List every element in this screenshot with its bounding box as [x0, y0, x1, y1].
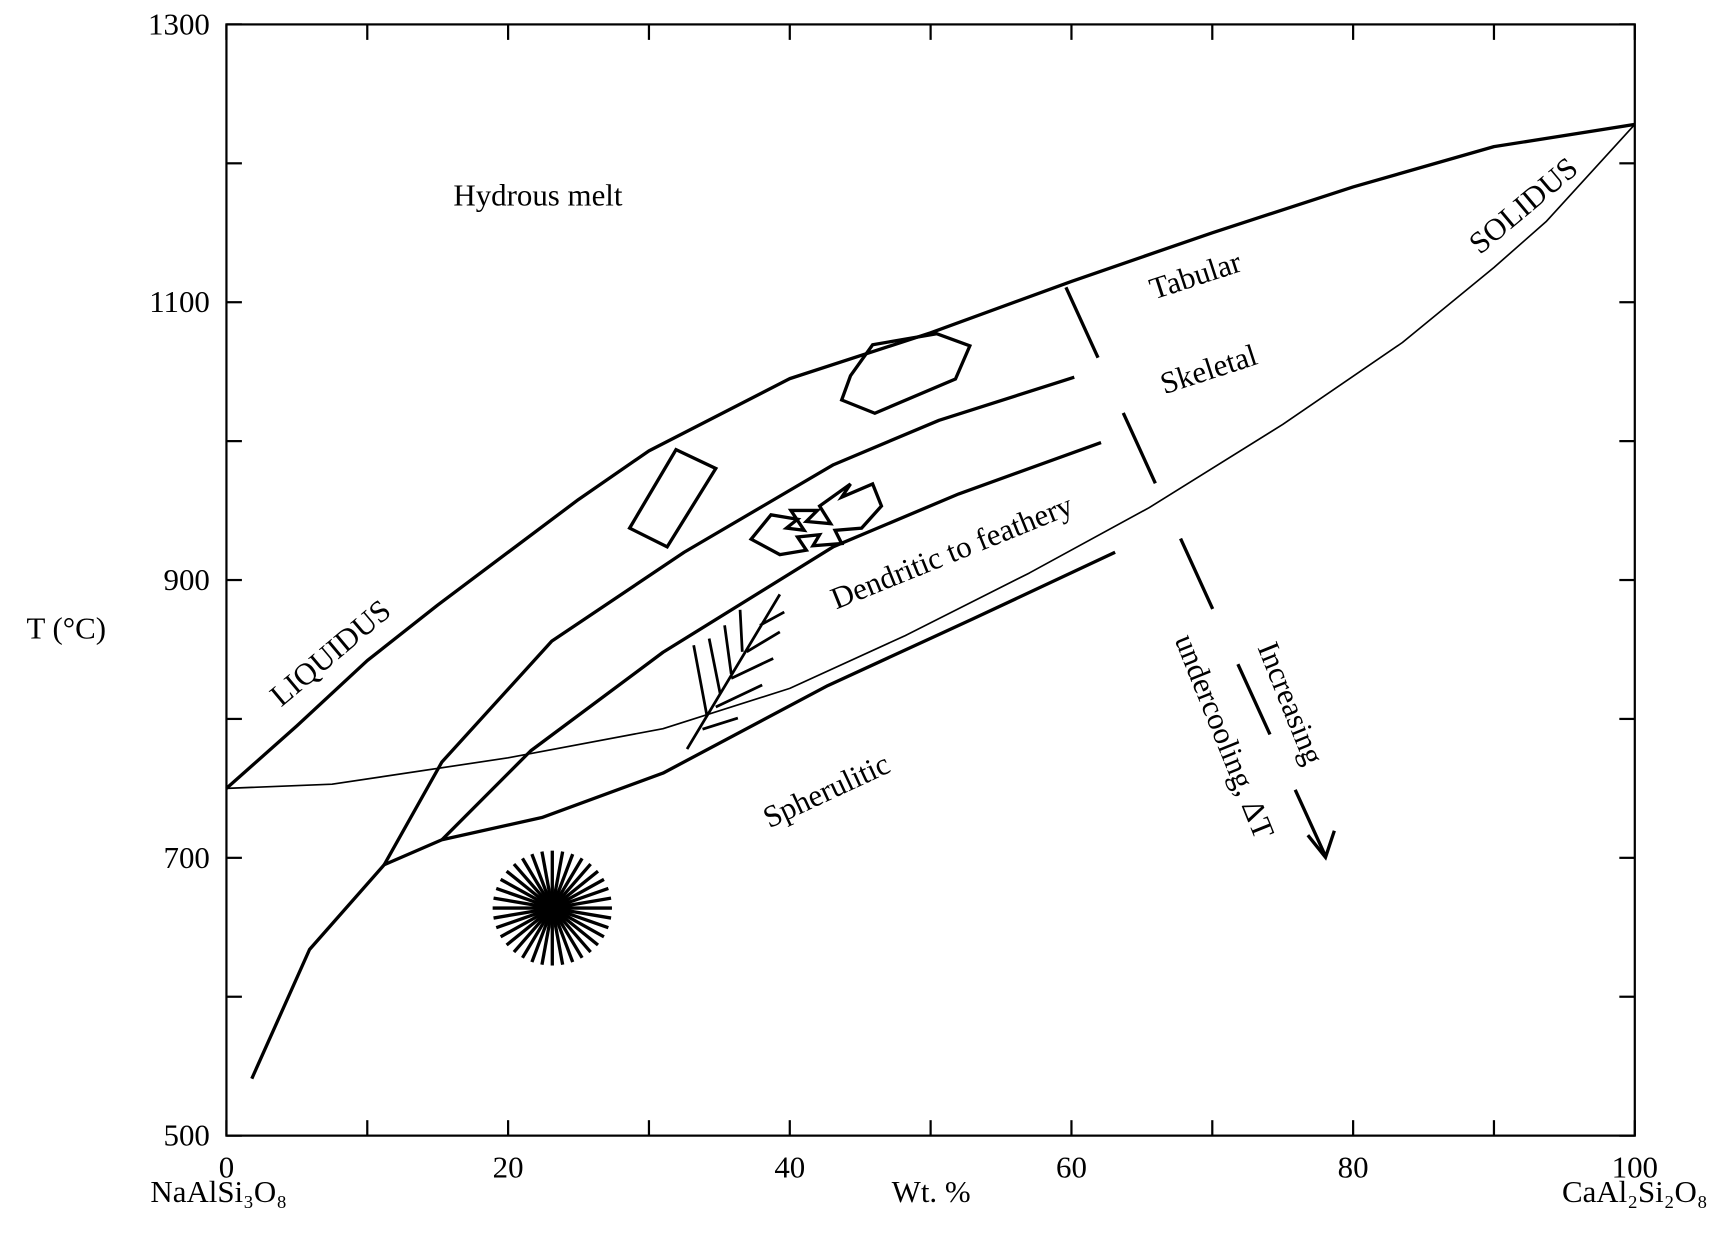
y-axis-label: T (°C)	[26, 611, 106, 646]
y-tick-label: 1300	[148, 6, 210, 41]
annotation: Increasing	[1251, 637, 1332, 769]
x-axis-label: Wt. %	[892, 1174, 971, 1209]
spherulitic-crystal	[493, 851, 612, 966]
crystal-icons	[226, 24, 1634, 1135]
x-tick-label: 0	[219, 1150, 234, 1185]
plot-frame	[226, 24, 1634, 1135]
chart: T (°C) Wt. % NaAlSi₃O₈ CaAl₂Si₂O₈ Hydrou…	[0, 0, 1732, 1244]
y-tick-label: 1100	[149, 284, 210, 319]
annotation: Hydrous melt	[453, 178, 623, 213]
feathery-crystal	[687, 594, 784, 749]
x-tick-label: 100	[1612, 1150, 1658, 1185]
annotation: Spherulitic	[757, 746, 895, 835]
annotation: Tabular	[1145, 244, 1246, 307]
x-tick-label: 40	[774, 1150, 805, 1185]
curve-label: SOLIDUS	[1462, 150, 1584, 261]
x-tick-label: 60	[1056, 1150, 1087, 1185]
skeletal-crystal	[751, 484, 881, 555]
curve	[226, 124, 1634, 788]
annotation: Skeletal	[1156, 337, 1262, 401]
tabular-crystal	[842, 334, 970, 414]
y-tick-label: 900	[164, 562, 210, 597]
curve	[226, 124, 1634, 788]
annotation: Dendritic to feathery	[826, 487, 1078, 616]
x-tick-label: 20	[493, 1150, 524, 1185]
y-tick-label: 500	[164, 1118, 210, 1153]
y-tick-label: 700	[164, 840, 210, 875]
x-tick-label: 80	[1338, 1150, 1369, 1185]
tabular-crystal	[630, 450, 716, 547]
